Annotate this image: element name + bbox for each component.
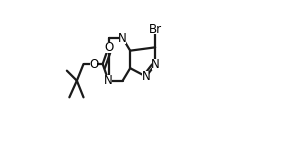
Text: N: N	[118, 32, 127, 45]
Text: O: O	[89, 57, 98, 71]
Text: O: O	[104, 41, 113, 54]
Text: Br: Br	[149, 23, 162, 35]
FancyBboxPatch shape	[105, 41, 112, 53]
Text: N: N	[104, 74, 113, 87]
FancyBboxPatch shape	[119, 33, 126, 44]
FancyBboxPatch shape	[142, 71, 149, 82]
FancyBboxPatch shape	[90, 58, 97, 70]
Text: N: N	[142, 70, 150, 83]
FancyBboxPatch shape	[152, 59, 159, 70]
FancyBboxPatch shape	[150, 24, 160, 34]
FancyBboxPatch shape	[105, 75, 112, 86]
Text: N: N	[151, 58, 160, 71]
